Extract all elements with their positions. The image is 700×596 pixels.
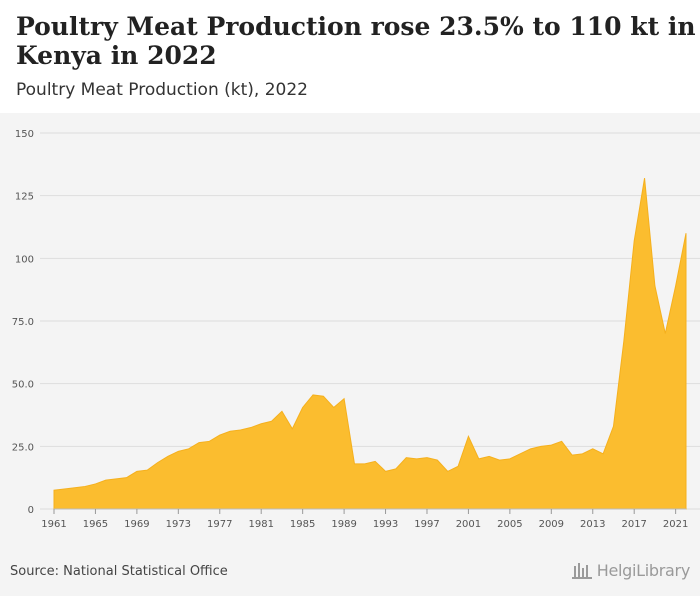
x-tick-label: 2017 [621, 519, 646, 530]
x-tick-label: 1997 [414, 519, 439, 530]
chart-subtitle: Poultry Meat Production (kt), 2022 [16, 80, 308, 100]
x-tick-label: 1985 [290, 519, 315, 530]
chart-title: Poultry Meat Production rose 23.5% to 11… [16, 12, 696, 70]
x-tick-label: 1977 [207, 519, 232, 530]
library-building-icon [571, 563, 592, 579]
y-tick-label: 75.0 [12, 317, 34, 328]
y-tick-label: 125 [15, 192, 34, 203]
y-tick-label: 150 [15, 129, 34, 140]
x-tick-label: 1993 [373, 519, 398, 530]
x-tick-label: 2009 [539, 519, 564, 530]
x-tick-label: 2001 [456, 519, 481, 530]
y-tick-label: 50.0 [12, 380, 34, 391]
chart-header: Poultry Meat Production rose 23.5% to 11… [0, 0, 700, 113]
helgilibrary-logo[interactable]: HelgiLibrary [571, 559, 690, 581]
y-tick-label: 25.0 [12, 442, 34, 453]
plot-area: 0 25.0 50.0 75.0 100 125 150 1961 1965 1969 1973 19… [0, 113, 700, 543]
y-tick-label: 100 [15, 254, 34, 265]
chart-footer: Source: National Statistical Office Helg… [0, 543, 700, 596]
x-tick-label: 1989 [331, 519, 356, 530]
source-note: Source: National Statistical Office [10, 564, 228, 579]
x-tick-label: 1969 [124, 519, 149, 530]
x-tick-label: 1973 [166, 519, 191, 530]
x-tick-label: 2013 [580, 519, 605, 530]
x-tick-label: 1965 [83, 519, 108, 530]
logo-text: HelgiLibrary [596, 560, 691, 580]
x-tick-label: 1981 [248, 519, 273, 530]
x-tick-label: 2005 [497, 519, 522, 530]
series-area [53, 178, 687, 510]
x-tick-label: 1961 [41, 519, 66, 530]
x-tick-label: 2021 [663, 519, 688, 530]
area-chart: 0 25.0 50.0 75.0 100 125 150 1961 1965 1969 1973 19… [12, 129, 700, 530]
y-tick-label: 0 [28, 505, 34, 516]
